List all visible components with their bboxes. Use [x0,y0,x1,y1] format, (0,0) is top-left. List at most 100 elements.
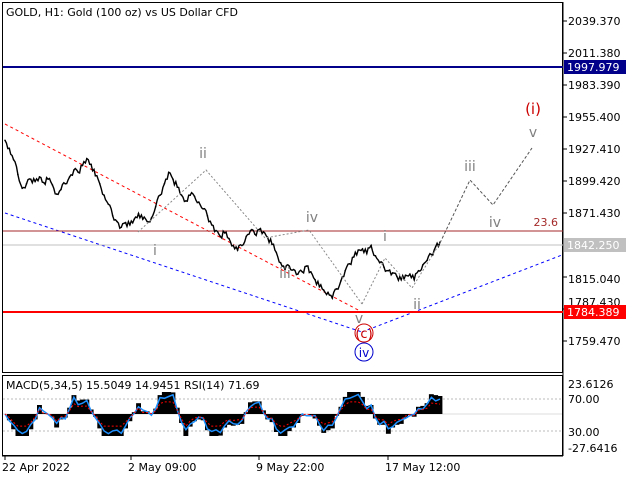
price-point [86,157,88,160]
price-point [60,188,62,191]
macd-bar [235,414,240,425]
price-point [275,251,278,254]
price-point [202,208,204,210]
price-line [4,139,441,301]
macd-bar [364,405,370,414]
macd-bar [118,414,124,436]
indicator-axis-label: 23.6126 [568,378,614,391]
price-tick: 2011.380 [568,47,621,60]
price-point [314,279,316,281]
price-point [219,235,222,238]
price-point [90,163,92,166]
support-level-value: 1784.389 [567,306,620,319]
price-point [146,220,148,223]
price-point [223,232,226,234]
macd-bar [213,414,219,436]
price-point [77,171,79,174]
price-point [43,181,45,184]
price-point [176,186,179,188]
price-point [370,244,372,247]
macd-bar [114,414,120,436]
price-point [361,248,364,250]
price-point [383,266,385,269]
price-point [163,183,166,185]
macd-bar [41,413,47,414]
price-point [258,228,260,231]
indicator-axis-label: -27.6416 [568,442,617,455]
price-tick: 1815.040 [568,273,621,286]
price-tick: 1983.390 [568,79,621,92]
price-point [279,261,282,264]
price-point [422,264,424,266]
forecast-label-iv: iv [489,215,501,231]
macd-bar [187,414,193,427]
primary-wave-label-c: (c) [355,327,372,342]
price-point [94,175,97,177]
price-point [180,194,183,196]
indicator-title: MACD(5,34,5) 15.5049 14.9451 RSI(14) 71.… [6,379,259,392]
price-point [297,273,299,275]
price-point [396,275,398,278]
indicator-axis-label: 70.00 [568,393,600,406]
price-point [12,159,15,161]
macd-bar [355,392,361,414]
price-point [292,268,295,271]
price-point [335,288,338,290]
macd-bar [136,403,141,414]
price-tick: 2039.370 [568,15,621,28]
price-point [400,279,403,281]
time-tick: 9 May 22:00 [256,461,324,474]
macd-bar [398,414,404,424]
price-point [73,169,75,171]
macd-bar [291,414,296,428]
wave-iv-circle [354,342,374,362]
upper-channel-line[interactable] [4,123,363,313]
forecast-label-v: v [529,125,537,141]
price-point [103,194,105,196]
macd-bar [222,414,228,428]
macd-bar [84,399,90,414]
wave-label-iv: iv [306,210,318,226]
price-point [111,215,114,217]
wave-label-i: i [153,243,157,259]
price-point [366,252,368,255]
macd-bar [286,414,292,432]
macd-bar [282,414,288,436]
price-point [434,245,437,248]
price-point [8,147,11,150]
resistance-level-badge [564,60,626,74]
macd-bar [157,395,163,414]
price-point [271,243,273,246]
macd-bar [183,414,189,436]
price-point [17,173,19,176]
price-point [206,215,209,217]
macd-bar [209,414,215,436]
rising-support-line[interactable] [361,254,563,333]
price-tick: 1955.400 [568,111,621,124]
price-point [430,253,433,256]
price-point [305,265,308,267]
macd-bar [170,392,176,414]
time-tick: 17 May 12:00 [385,461,460,474]
macd-bar [205,414,210,431]
price-tick: 1899.420 [568,175,621,188]
intermediate-wave-label-iv: iv [359,346,369,360]
price-point [68,176,71,178]
price-point [189,194,191,196]
price-point [387,269,390,272]
macd-bar [179,414,184,423]
price-point [21,187,24,190]
price-point [417,269,420,272]
macd-bar [428,394,434,414]
macd-bar [11,414,17,430]
macd-bar [385,414,391,434]
price-point [99,183,101,185]
price-point [38,176,41,178]
macd-bar [390,414,396,428]
wave-label-ii-new: ii [413,297,421,313]
price-point [391,272,394,274]
price-point [81,164,84,167]
price-point [172,178,174,180]
